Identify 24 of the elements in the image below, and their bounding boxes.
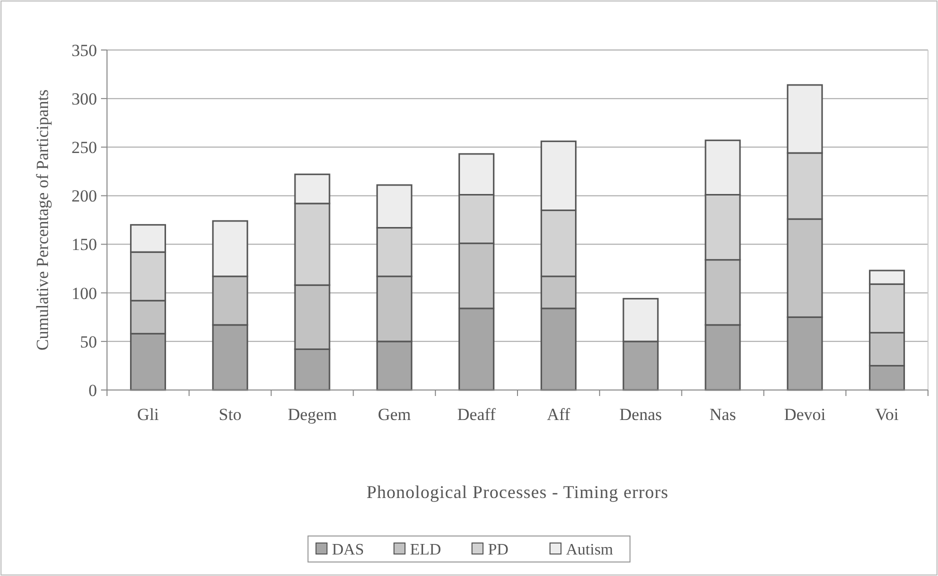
y-tick-label: 300 [72, 90, 97, 109]
x-tick-label: Deaff [457, 405, 496, 424]
x-tick-label: Gli [137, 405, 160, 424]
x-tick-label: Sto [218, 405, 242, 424]
y-tick-label: 200 [72, 186, 97, 206]
y-tick-label: 100 [72, 284, 97, 303]
legend-label: PD [488, 542, 508, 559]
x-tick-label: Aff [546, 405, 571, 424]
y-tick-label: 50 [80, 332, 97, 352]
x-tick-label: Denas [619, 405, 662, 424]
legend-label: ELD [410, 542, 442, 559]
x-tick-label: Degem [288, 405, 337, 424]
x-axis-title: Phonological Processes - Timing errors [366, 482, 668, 502]
y-tick-label: 150 [72, 235, 97, 254]
x-tick-label: Gem [378, 405, 411, 424]
y-tick-label: 250 [72, 138, 97, 158]
y-tick-label: 350 [72, 40, 97, 60]
legend-label: Autism [566, 542, 614, 559]
x-tick-label: Voi [875, 405, 899, 424]
legend-label: DAS [332, 542, 364, 559]
y-axis-title: Cumulative Percentage of Participants [33, 89, 52, 351]
y-tick-label: 0 [88, 380, 97, 400]
x-tick-label: Nas [710, 405, 736, 424]
x-tick-label: Devoi [784, 405, 826, 424]
